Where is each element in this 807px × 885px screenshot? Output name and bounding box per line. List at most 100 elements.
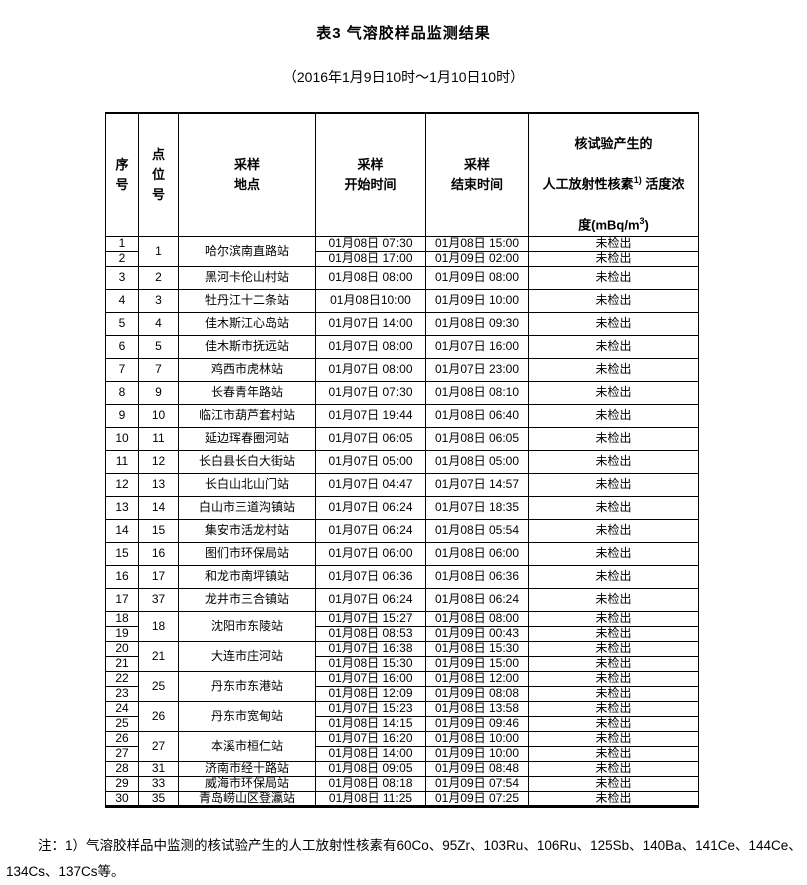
point-cell: 9 — [138, 380, 179, 405]
start-time-cell: 01月07日 19:44 — [315, 403, 426, 428]
result-cell: 未检出 — [528, 426, 699, 451]
header-nuclide-line3: 度(mBq/m — [578, 217, 640, 233]
end-time-cell: 01月09日 08:48 — [425, 760, 529, 777]
end-time-cell: 01月08日 08:00 — [425, 610, 529, 627]
table-row: 13 14 白山市三道沟镇站 01月07日 06:24 01月07日 18:35 未检出 — [105, 495, 699, 520]
seq-cell: 16 — [105, 564, 139, 589]
result-cell: 未检出 — [528, 640, 699, 657]
table-row: 29 33 威海市环保局站 01月08日 08:18 01月09日 07:54 未检出 — [105, 775, 699, 792]
result-cell: 未检出 — [528, 265, 699, 290]
end-time-cell: 01月08日 05:54 — [425, 518, 529, 543]
point-cell: 31 — [138, 760, 179, 777]
end-time-cell: 01月08日 06:24 — [425, 587, 529, 612]
station-cell: 本溪市桓仁站 — [178, 730, 316, 762]
table-row: 12 13 长白山北山门站 01月07日 04:47 01月07日 14:57 未检出 — [105, 472, 699, 497]
result-cell: 未检出 — [528, 495, 699, 520]
result-cell: 未检出 — [528, 587, 699, 612]
table-row: 9 10 临江市葫芦套村站 01月07日 19:44 01月08日 06:40 未检出 — [105, 403, 699, 428]
result-cell: 未检出 — [528, 760, 699, 777]
seq-cell: 24 — [105, 700, 139, 717]
table-row: 30 35 青岛崂山区登瀛站 01月08日 11:25 01月09日 07:25 未检出 — [105, 790, 699, 807]
header-end-time: 采样 结束时间 — [425, 112, 529, 237]
start-time-cell: 01月07日 06:24 — [315, 495, 426, 520]
start-time-cell: 01月07日 14:00 — [315, 311, 426, 336]
station-cell: 黑河卡伦山村站 — [178, 265, 316, 290]
point-cell: 26 — [138, 700, 179, 732]
end-time-cell: 01月09日 07:54 — [425, 775, 529, 792]
end-time-cell: 01月09日 02:00 — [425, 250, 529, 267]
table-row: 18 18 沈阳市东陵站 01月07日 15:27 01月08日 08:00 未检出 — [105, 610, 699, 642]
start-time-cell: 01月07日 06:05 — [315, 426, 426, 451]
result-cell: 未检出 — [528, 403, 699, 428]
seq-cell: 27 — [105, 745, 139, 762]
table-row: 24 26 丹东市宽甸站 01月07日 15:23 01月08日 13:58 未检出 — [105, 700, 699, 732]
end-time-cell: 01月08日 15:00 — [425, 235, 529, 252]
start-time-cell: 01月07日 15:27 — [315, 610, 426, 627]
result-cell: 未检出 — [528, 730, 699, 747]
table-header: 序 号 点 位 号 采样 地点 采样 开始时间 采样 结束时间 核试验产生的 人… — [105, 112, 699, 237]
result-cell: 未检出 — [528, 685, 699, 702]
seq-cell: 23 — [105, 685, 139, 702]
start-time-cell: 01月07日 16:00 — [315, 670, 426, 687]
result-cell: 未检出 — [528, 715, 699, 732]
seq-cell: 22 — [105, 670, 139, 687]
result-cell: 未检出 — [528, 670, 699, 687]
end-time-cell: 01月08日 08:10 — [425, 380, 529, 405]
station-cell: 集安市活龙村站 — [178, 518, 316, 543]
end-time-cell: 01月09日 08:00 — [425, 265, 529, 290]
end-time-cell: 01月09日 08:08 — [425, 685, 529, 702]
station-cell: 和龙市南坪镇站 — [178, 564, 316, 589]
start-time-cell: 01月08日 15:30 — [315, 655, 426, 672]
seq-cell: 6 — [105, 334, 139, 359]
end-time-cell: 01月08日 15:30 — [425, 640, 529, 657]
start-time-cell: 01月08日 07:30 — [315, 235, 426, 252]
seq-cell: 8 — [105, 380, 139, 405]
point-cell: 5 — [138, 334, 179, 359]
point-cell: 1 — [138, 235, 179, 267]
result-cell: 未检出 — [528, 380, 699, 405]
end-time-cell: 01月08日 06:36 — [425, 564, 529, 589]
result-cell: 未检出 — [528, 449, 699, 474]
point-cell: 37 — [138, 587, 179, 612]
table-row: 7 7 鸡西市虎林站 01月07日 08:00 01月07日 23:00 未检出 — [105, 357, 699, 382]
point-cell: 10 — [138, 403, 179, 428]
result-cell: 未检出 — [528, 250, 699, 267]
seq-cell: 19 — [105, 625, 139, 642]
seq-cell: 7 — [105, 357, 139, 382]
start-time-cell: 01月07日 07:30 — [315, 380, 426, 405]
start-time-cell: 01月08日10:00 — [315, 288, 426, 313]
station-cell: 济南市经十路站 — [178, 760, 316, 777]
start-time-cell: 01月07日 16:38 — [315, 640, 426, 657]
seq-cell: 12 — [105, 472, 139, 497]
seq-cell: 21 — [105, 655, 139, 672]
end-time-cell: 01月07日 23:00 — [425, 357, 529, 382]
station-cell: 佳木斯市抚远站 — [178, 334, 316, 359]
start-time-cell: 01月07日 06:36 — [315, 564, 426, 589]
start-time-cell: 01月07日 06:24 — [315, 587, 426, 612]
point-cell: 21 — [138, 640, 179, 672]
table-row: 26 27 本溪市桓仁站 01月07日 16:20 01月08日 10:00 未检出 — [105, 730, 699, 762]
start-time-cell: 01月07日 04:47 — [315, 472, 426, 497]
seq-cell: 9 — [105, 403, 139, 428]
end-time-cell: 01月08日 05:00 — [425, 449, 529, 474]
point-cell: 2 — [138, 265, 179, 290]
seq-cell: 1 — [105, 235, 139, 252]
seq-cell: 13 — [105, 495, 139, 520]
start-time-cell: 01月07日 06:24 — [315, 518, 426, 543]
station-cell: 牡丹江十二条站 — [178, 288, 316, 313]
seq-cell: 28 — [105, 760, 139, 777]
end-time-cell: 01月09日 09:46 — [425, 715, 529, 732]
seq-cell: 18 — [105, 610, 139, 627]
start-time-cell: 01月08日 14:00 — [315, 745, 426, 762]
header-nuclide-line3b: ) — [644, 217, 649, 233]
page-subtitle: （2016年1月9日10时～1月10日10时） — [282, 69, 525, 85]
point-cell: 25 — [138, 670, 179, 702]
table-row: 27 01月08日 14:00 01月09日 10:00 未检出 — [105, 745, 699, 762]
page-title: 表3 气溶胶样品监测结果 — [316, 25, 491, 42]
station-cell: 沈阳市东陵站 — [178, 610, 316, 642]
table-row: 14 15 集安市活龙村站 01月07日 06:24 01月08日 05:54 未检出 — [105, 518, 699, 543]
table-row: 20 21 大连市庄河站 01月07日 16:38 01月08日 15:30 未检出 — [105, 640, 699, 672]
table-row: 1 1 哈尔滨南直路站 01月08日 07:30 01月08日 15:00 未检出 — [105, 235, 699, 267]
station-cell: 临江市葫芦套村站 — [178, 403, 316, 428]
table-row: 6 5 佳木斯市抚远站 01月07日 08:00 01月07日 16:00 未检出 — [105, 334, 699, 359]
